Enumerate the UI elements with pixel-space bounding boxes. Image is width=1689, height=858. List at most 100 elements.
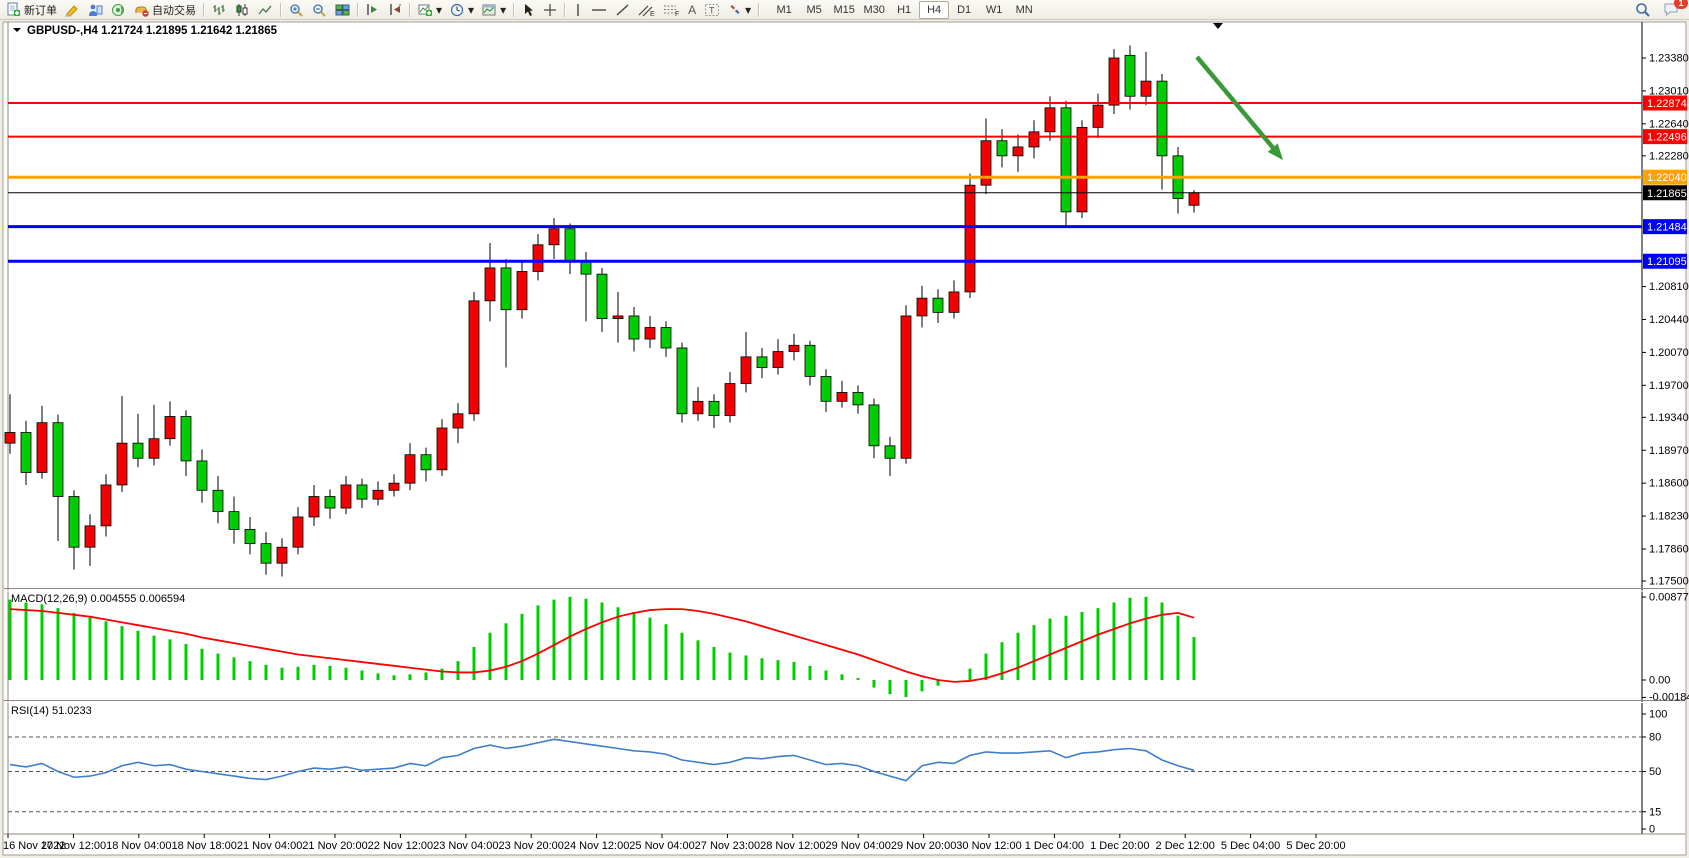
zoom-in-button[interactable] [285,0,308,19]
level-price-label: 1.21095 [1647,256,1687,268]
candle-up [100,484,112,527]
notifications-button[interactable]: 1 [1659,0,1688,19]
candle-up [916,297,928,317]
market-watch-button[interactable] [84,0,107,19]
market-watch-icon [89,4,103,16]
fibonacci-tool-button[interactable]: F [659,0,684,19]
time-tick-label: 18 Nov 04:00 [106,840,171,852]
candle-up [836,392,848,402]
candle-up [484,267,496,302]
price-chart-canvas[interactable]: 1.23380 1.23010 1.22640 1.22280 1.20810 1.204… [0,21,1689,858]
rsi-panel[interactable]: RSI(14) 51.0233 100 80 50 15 0 [8,705,1667,836]
candle-up [292,516,304,548]
zoom-out-button[interactable] [308,0,331,19]
crosshair-tool-button[interactable] [539,0,561,19]
vertical-line-icon [577,3,579,16]
dropdown-caret-icon: ▾ [500,2,507,17]
timeframe-D1[interactable]: D1 [957,3,972,16]
svg-text:T: T [709,5,715,15]
time-tick-label: 1 Dec 20:00 [1090,840,1149,852]
auto-scroll-button[interactable] [362,0,384,19]
search-icon [1636,2,1650,17]
level-price-badge [1643,219,1687,235]
timeframe-M30[interactable]: M30 [863,3,885,16]
price-axis[interactable]: 1.23380 1.23010 1.22640 1.22280 1.20810 1.204… [1642,53,1689,588]
candle-up [308,496,320,518]
candle-up [468,300,480,415]
styles-button[interactable] [61,0,84,19]
time-tick-label: 23 Nov 20:00 [498,840,563,852]
candlestick-mode-button[interactable] [231,0,254,19]
chart-shift-button[interactable] [384,0,406,19]
candle-down [244,529,256,545]
candle-up [4,432,16,444]
periods-button[interactable]: ▾ [446,0,478,19]
rsi-axis-label: 15 [1649,806,1661,818]
timeframe-M15[interactable]: M15 [833,3,855,16]
vertical-line-tool-button[interactable] [569,0,587,19]
horizontal-line-tool-button[interactable] [587,0,611,19]
cursor-tool-button[interactable] [518,0,539,19]
timeframe-H4[interactable]: H4 [919,0,950,19]
chart-shift-marker[interactable] [1213,23,1223,29]
arrows-tool-button[interactable]: ▾ [724,0,755,19]
timeframe-MN[interactable]: MN [1015,3,1033,16]
time-tick-label: 17 Nov 12:00 [41,840,106,852]
price-tick-label: 1.23010 [1649,85,1689,97]
search-button[interactable] [1631,0,1655,19]
candle-up [1108,57,1120,106]
macd-panel[interactable]: MACD(12,26,9) 0.004555 0.006594 0.008779 0… [8,592,1689,704]
line-chart-mode-button[interactable] [254,0,277,19]
trendline-tool-button[interactable] [611,0,634,19]
cursor-icon [525,3,534,16]
timeframe-W1[interactable]: W1 [985,3,1003,16]
trend-arrow-annotation[interactable] [1195,55,1283,160]
equidistant-channel-icon: E [638,5,655,17]
rsi-axis-label: 100 [1649,709,1667,721]
clock-icon [450,3,464,16]
macd-axis-label: 0.00 [1649,675,1670,687]
auto-trading-label: 自动交易 [152,4,196,17]
templates-button[interactable]: ▾ [478,0,510,19]
signals-button[interactable] [107,0,130,19]
toolbar-separator [203,2,205,17]
candle-down [676,347,688,415]
candle-up [692,400,704,415]
time-tick-label: 18 Nov 18:00 [171,840,236,852]
indicators-button[interactable]: ▾ [414,0,446,19]
auto-trading-button[interactable]: 自动交易 [130,0,200,19]
crayon-icon [65,4,78,17]
rsi-line [9,738,1195,782]
text-tool-button[interactable]: A [684,0,700,19]
time-tick-label: 30 Nov 12:00 [956,840,1021,852]
price-levels[interactable]: 1.22874 1.22496 1.22040 1.21865 1.21484 1.210… [8,95,1687,269]
candle-down [68,496,80,548]
candle-up [724,383,736,416]
timeframe-H1[interactable]: H1 [897,3,912,16]
candle-up [1028,131,1040,148]
time-tick-label: 1 Dec 04:00 [1025,840,1084,852]
candle-down [260,543,272,564]
bar-chart-mode-button[interactable] [208,0,231,19]
price-tick-label: 1.19700 [1649,380,1689,392]
candle-down [580,260,592,275]
tile-windows-button[interactable] [331,0,354,19]
label-tool-button[interactable]: T [700,0,724,19]
channel-tool-button[interactable]: E [634,0,659,19]
candle-down [756,356,768,368]
zoom-out-icon [313,3,326,17]
level-price-badge [1643,95,1687,111]
candle-up [900,315,912,459]
candle-down [420,454,432,471]
new-order-button[interactable]: 新订单 [2,0,61,19]
timeframe-M5[interactable]: M5 [806,3,822,16]
candle-up [644,327,656,340]
level-price-badge [1643,253,1687,269]
candle-up [1012,146,1024,157]
zoom-in-icon [290,3,303,17]
timeframe-M1[interactable]: M1 [776,3,792,16]
candle-up [788,344,800,352]
candle-up [372,489,384,500]
candle-up [980,140,992,186]
